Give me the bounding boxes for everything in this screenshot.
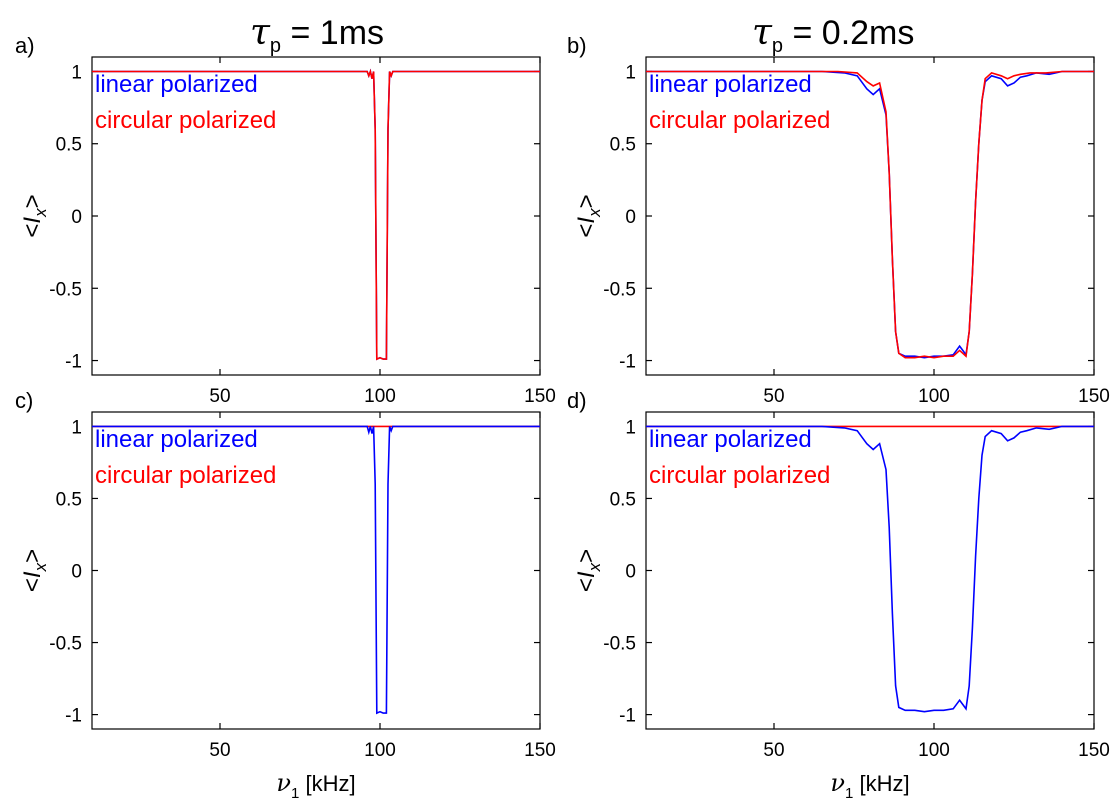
tau-symbol: τ [250, 12, 271, 53]
y-tick-label: 0 [71, 207, 82, 228]
x-tick-label: 150 [524, 386, 556, 407]
y-tick-label: -1 [65, 352, 82, 373]
x-tick-label: 150 [1078, 386, 1110, 407]
y-tick-label: -0.5 [49, 634, 82, 655]
y-tick-label: 1 [71, 417, 82, 438]
x-axis-label: ν1 [kHz] [830, 769, 909, 802]
legend-entry: circular polarized [95, 462, 276, 489]
y-tick-label: 1 [71, 62, 82, 83]
series-linear-polarized [646, 70, 1094, 359]
legend-entry: linear polarized [649, 71, 812, 98]
legend-entry: circular polarized [95, 107, 276, 134]
legend-entry: linear polarized [649, 426, 812, 453]
series-circular-polarized [92, 68, 540, 361]
y-tick-label: -0.5 [49, 279, 82, 300]
title-value: = 1ms [281, 14, 384, 52]
x-tick-label: 150 [1078, 740, 1110, 761]
plot-frame [91, 411, 541, 730]
series-linear-polarized [646, 425, 1094, 713]
legend-entry: circular polarized [649, 107, 830, 134]
y-tick-label: 0.5 [56, 135, 82, 156]
y-tick-label: -1 [619, 706, 636, 727]
plot-frame [645, 411, 1095, 730]
panel-label: b) [567, 33, 587, 58]
y-tick-label: 0.5 [56, 489, 82, 510]
column-title-left: τp = 1ms [250, 12, 384, 57]
y-tick-label: 1 [625, 62, 636, 83]
x-tick-label: 100 [364, 740, 396, 761]
y-axis-label: <Ix> [19, 194, 50, 237]
x-tick-label: 50 [763, 740, 784, 761]
y-tick-label: -1 [619, 352, 636, 373]
y-tick-label: -0.5 [603, 279, 636, 300]
y-tick-label: 0.5 [610, 489, 636, 510]
plot-frame [91, 56, 541, 376]
y-axis-label: <Ix> [19, 549, 50, 592]
y-tick-label: 1 [625, 417, 636, 438]
x-tick-label: 150 [524, 740, 556, 761]
tau-subscript: p [772, 35, 783, 57]
series-linear-polarized [92, 425, 540, 715]
x-axis-label: ν1 [kHz] [276, 769, 355, 802]
x-tick-label: 100 [364, 386, 396, 407]
y-tick-label: 0 [71, 562, 82, 583]
y-tick-label: 0 [625, 562, 636, 583]
y-tick-label: 0.5 [610, 135, 636, 156]
y-axis-label: <Ix> [573, 194, 604, 237]
legend-entry: linear polarized [95, 71, 258, 98]
y-axis-label: <Ix> [573, 549, 604, 592]
x-tick-label: 50 [763, 386, 784, 407]
y-tick-label: 0 [625, 207, 636, 228]
x-tick-label: 100 [918, 740, 950, 761]
tau-symbol: τ [752, 12, 773, 53]
title-value: = 0.2ms [783, 14, 914, 52]
panel-label: a) [15, 33, 35, 58]
plot-frame [645, 56, 1095, 376]
x-tick-label: 50 [209, 740, 230, 761]
tau-subscript: p [270, 35, 281, 57]
panel-label: d) [567, 388, 587, 413]
column-title-right: τp = 0.2ms [752, 12, 914, 57]
panel-label: c) [15, 388, 33, 413]
legend-entry: linear polarized [95, 426, 258, 453]
x-tick-label: 100 [918, 386, 950, 407]
y-tick-label: -1 [65, 706, 82, 727]
y-tick-label: -0.5 [603, 634, 636, 655]
series-circular-polarized [646, 70, 1094, 359]
legend-entry: circular polarized [649, 462, 830, 489]
x-tick-label: 50 [209, 386, 230, 407]
